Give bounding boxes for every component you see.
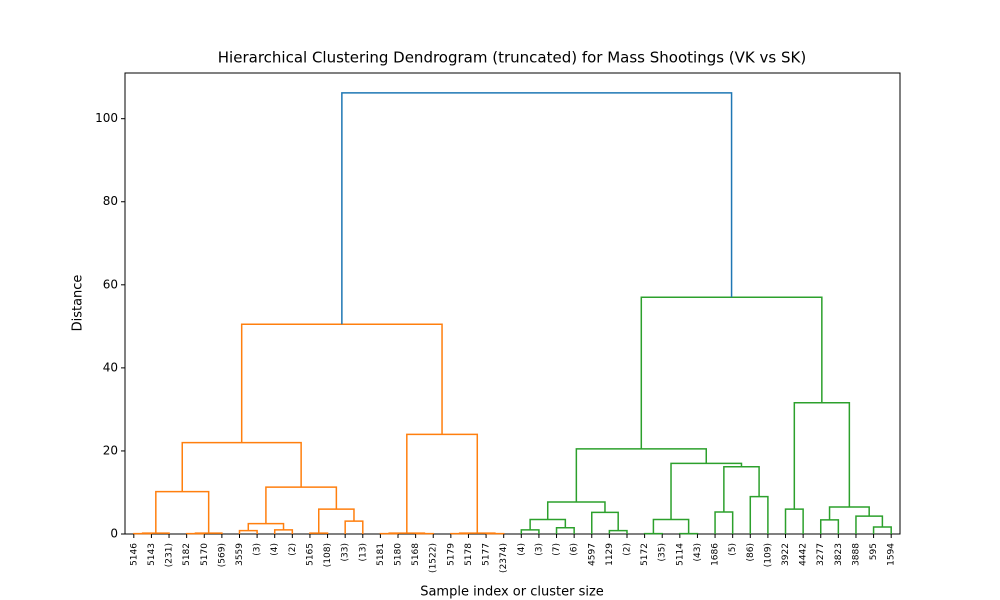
leaf-label: (2) <box>288 543 298 556</box>
plot-frame <box>124 72 901 535</box>
y-tick-label: 40 <box>103 360 118 374</box>
leaf-label: 4442 <box>799 543 809 566</box>
leaf-label: (108) <box>323 543 333 567</box>
leaf-label: 1594 <box>887 543 897 566</box>
y-tick-label: 80 <box>103 194 118 208</box>
leaf-label: (569) <box>217 543 227 567</box>
leaf-label: 5165 <box>305 543 315 566</box>
dendrogram-link <box>575 448 707 503</box>
dendrogram-link <box>194 532 223 534</box>
y-tick-label: 0 <box>110 527 118 541</box>
leaf-label: (4) <box>270 543 280 556</box>
dendrogram-link <box>141 532 170 534</box>
dendrogram-link <box>793 402 851 510</box>
leaf-label: 5178 <box>464 543 474 566</box>
leaf-label: (5) <box>728 543 738 556</box>
y-tick-label: 100 <box>95 111 118 125</box>
leaf-label: (6) <box>570 543 580 556</box>
leaf-label: (43) <box>693 543 703 561</box>
leaf-label: 5146 <box>129 543 139 566</box>
leaf-label: (2374) <box>499 543 509 573</box>
leaf-label: 5182 <box>182 543 192 566</box>
leaf-label: (4) <box>517 543 527 556</box>
dendrogram-link <box>749 495 769 534</box>
leaf-label: 595 <box>869 543 879 560</box>
y-tick-label: 60 <box>103 277 118 291</box>
leaf-label: (3) <box>534 543 544 556</box>
dendrogram-link <box>240 323 443 443</box>
leaf-label: 3922 <box>781 543 791 566</box>
leaf-label: 5179 <box>446 543 456 566</box>
dendrogram-link <box>155 490 210 534</box>
leaf-label: (1522) <box>429 543 439 573</box>
leaf-label: (109) <box>763 543 773 567</box>
leaf-label: 5143 <box>147 543 157 566</box>
dendrogram-link <box>406 433 479 534</box>
leaf-label: 5177 <box>482 543 492 566</box>
leaf-label: 3823 <box>834 543 844 566</box>
dendrogram-link <box>872 526 892 534</box>
leaf-label: 5114 <box>675 543 685 566</box>
leaf-label: (231) <box>165 543 175 567</box>
leaf-label: 5170 <box>200 543 210 566</box>
leaf-label: (3) <box>253 543 263 556</box>
dendrogram-link <box>591 511 619 534</box>
dendrogram-link <box>670 462 743 520</box>
leaf-label: 3277 <box>816 543 826 566</box>
dendrogram-link <box>265 486 338 524</box>
dendrogram-link <box>546 501 606 520</box>
leaf-label: (86) <box>746 543 756 561</box>
dendrogram-link <box>520 529 540 534</box>
y-axis-label: Distance <box>71 275 86 332</box>
dendrogram-link <box>819 519 840 534</box>
x-axis-label: Sample index or cluster size <box>420 585 604 600</box>
leaf-label: 5181 <box>376 543 386 566</box>
leaf-label: 5172 <box>640 543 650 566</box>
dendrogram-link <box>784 508 804 534</box>
leaf-label: 1686 <box>711 543 721 566</box>
dendrogram-link <box>344 520 364 534</box>
dendrogram-link <box>555 527 575 534</box>
dendrogram-link <box>714 511 734 534</box>
leaf-label: 1129 <box>605 543 615 566</box>
dendrogram-link <box>341 92 733 325</box>
dendrogram-link <box>652 518 690 534</box>
leaf-label: 3888 <box>851 543 861 566</box>
leaf-label: 5168 <box>411 543 421 566</box>
dendrogram-link <box>828 506 870 520</box>
dendrogram-link <box>181 441 302 492</box>
leaf-label: 4597 <box>587 543 597 566</box>
y-tick-label: 20 <box>103 443 118 457</box>
dendrogram-link <box>723 465 760 512</box>
leaf-label: (35) <box>658 543 668 561</box>
dendrogram-link <box>855 515 884 534</box>
leaf-label: 3559 <box>235 543 245 566</box>
leaf-label: (13) <box>358 543 368 561</box>
leaf-label: (7) <box>552 543 562 556</box>
leaf-label: (2) <box>622 543 632 556</box>
dendrogram-link <box>309 532 329 534</box>
leaf-label: 5180 <box>394 543 404 566</box>
leaf-label: (33) <box>341 543 351 561</box>
chart-title: Hierarchical Clustering Dendrogram (trun… <box>218 49 806 67</box>
dendrogram-link <box>273 529 294 534</box>
